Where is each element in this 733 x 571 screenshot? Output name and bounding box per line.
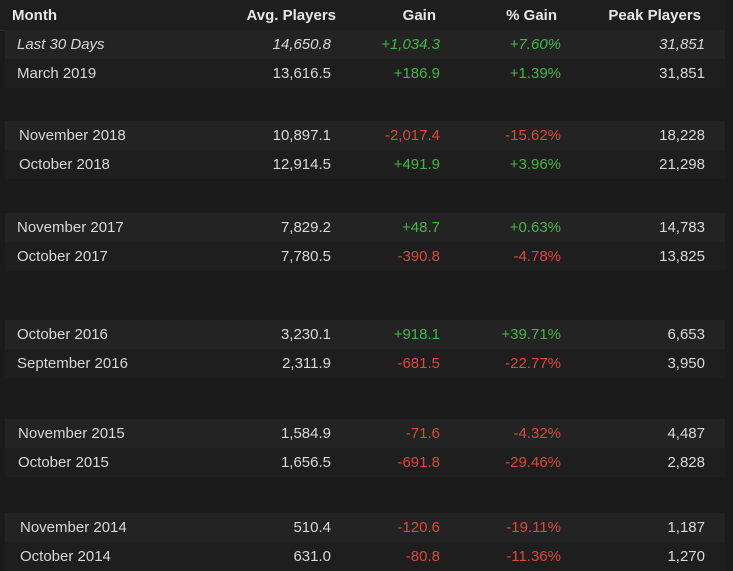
- month-cell: October 2017: [17, 248, 108, 265]
- peak-players-cell: 31,851: [659, 65, 705, 82]
- header-peak-players[interactable]: Peak Players: [608, 7, 701, 24]
- avg-players-cell: 2,311.9: [282, 355, 331, 372]
- table-row: November 2014 510.4 -120.6 -19.11% 1,187: [5, 513, 725, 542]
- gain-cell: -80.8: [405, 548, 440, 565]
- gain-cell: +918.1: [393, 326, 440, 343]
- gain-cell: -120.6: [397, 519, 440, 536]
- month-cell: November 2018: [19, 127, 126, 144]
- gain-cell: -691.8: [397, 454, 440, 471]
- table-header: Month Avg. Players Gain % Gain Peak Play…: [0, 0, 725, 31]
- pct-gain-cell: +39.71%: [501, 326, 561, 343]
- peak-players-cell: 2,828: [667, 454, 705, 471]
- gain-cell: -2,017.4: [384, 127, 440, 144]
- gain-cell: +48.7: [402, 219, 440, 236]
- pct-gain-cell: -22.77%: [505, 355, 561, 372]
- table-row: October 2017 7,780.5 -390.8 -4.78% 13,82…: [5, 242, 725, 271]
- table-row: October 2014 631.0 -80.8 -11.36% 1,270: [5, 542, 725, 571]
- peak-players-cell: 4,487: [667, 425, 705, 442]
- month-cell: November 2017: [17, 219, 124, 236]
- avg-players-cell: 12,914.5: [272, 156, 331, 173]
- pct-gain-cell: -4.32%: [513, 425, 561, 442]
- month-cell: Last 30 Days: [17, 36, 105, 53]
- avg-players-cell: 10,897.1: [272, 127, 331, 144]
- table-row: November 2015 1,584.9 -71.6 -4.32% 4,487: [5, 419, 725, 448]
- gain-cell: -681.5: [397, 355, 440, 372]
- avg-players-cell: 14,650.8: [272, 36, 331, 53]
- month-cell: October 2018: [19, 156, 110, 173]
- avg-players-cell: 1,656.5: [280, 454, 331, 471]
- pct-gain-cell: -4.78%: [513, 248, 561, 265]
- avg-players-cell: 7,780.5: [280, 248, 331, 265]
- gain-cell: +186.9: [393, 65, 440, 82]
- gain-cell: +1,034.3: [381, 36, 440, 53]
- peak-players-cell: 31,851: [659, 36, 705, 53]
- table-row: October 2016 3,230.1 +918.1 +39.71% 6,65…: [5, 320, 725, 349]
- avg-players-cell: 1,584.9: [280, 425, 331, 442]
- header-pct-gain[interactable]: % Gain: [506, 7, 557, 24]
- avg-players-cell: 13,616.5: [272, 65, 331, 82]
- pct-gain-cell: +1.39%: [509, 65, 561, 82]
- table-row: March 2019 13,616.5 +186.9 +1.39% 31,851: [5, 59, 725, 88]
- header-avg-players[interactable]: Avg. Players: [246, 7, 337, 24]
- avg-players-cell: 3,230.1: [280, 326, 331, 343]
- peak-players-cell: 21,298: [659, 156, 705, 173]
- pct-gain-cell: -29.46%: [505, 454, 561, 471]
- peak-players-cell: 6,653: [667, 326, 705, 343]
- peak-players-cell: 3,950: [667, 355, 705, 372]
- pct-gain-cell: -11.36%: [506, 548, 561, 565]
- pct-gain-cell: +0.63%: [509, 219, 561, 236]
- month-cell: November 2014: [20, 519, 127, 536]
- month-cell: March 2019: [17, 65, 97, 82]
- month-cell: November 2015: [18, 425, 125, 442]
- pct-gain-cell: -15.62%: [505, 127, 561, 144]
- header-gain[interactable]: Gain: [402, 7, 436, 24]
- peak-players-cell: 1,270: [667, 548, 705, 565]
- table-row: September 2016 2,311.9 -681.5 -22.77% 3,…: [5, 349, 725, 378]
- peak-players-cell: 1,187: [667, 519, 705, 536]
- peak-players-cell: 18,228: [659, 127, 705, 144]
- table-row: October 2018 12,914.5 +491.9 +3.96% 21,2…: [5, 150, 725, 179]
- peak-players-cell: 13,825: [659, 248, 705, 265]
- month-cell: October 2015: [18, 454, 109, 471]
- gain-cell: +491.9: [393, 156, 440, 173]
- table-row: October 2015 1,656.5 -691.8 -29.46% 2,82…: [5, 448, 725, 477]
- pct-gain-cell: +3.96%: [509, 156, 561, 173]
- table-row: Last 30 Days 14,650.8 +1,034.3 +7.60% 31…: [5, 30, 725, 59]
- pct-gain-cell: +7.60%: [509, 36, 561, 53]
- gain-cell: -71.6: [405, 425, 440, 442]
- avg-players-cell: 510.4: [293, 519, 331, 536]
- table-row: November 2017 7,829.2 +48.7 +0.63% 14,78…: [5, 213, 725, 242]
- month-cell: October 2014: [20, 548, 111, 565]
- peak-players-cell: 14,783: [659, 219, 705, 236]
- month-cell: October 2016: [17, 326, 108, 343]
- month-cell: September 2016: [17, 355, 128, 372]
- pct-gain-cell: -19.11%: [506, 519, 561, 536]
- avg-players-cell: 7,829.2: [280, 219, 331, 236]
- gain-cell: -390.8: [397, 248, 440, 265]
- table-row: November 2018 10,897.1 -2,017.4 -15.62% …: [5, 121, 725, 150]
- avg-players-cell: 631.0: [293, 548, 331, 565]
- header-month[interactable]: Month: [12, 7, 57, 24]
